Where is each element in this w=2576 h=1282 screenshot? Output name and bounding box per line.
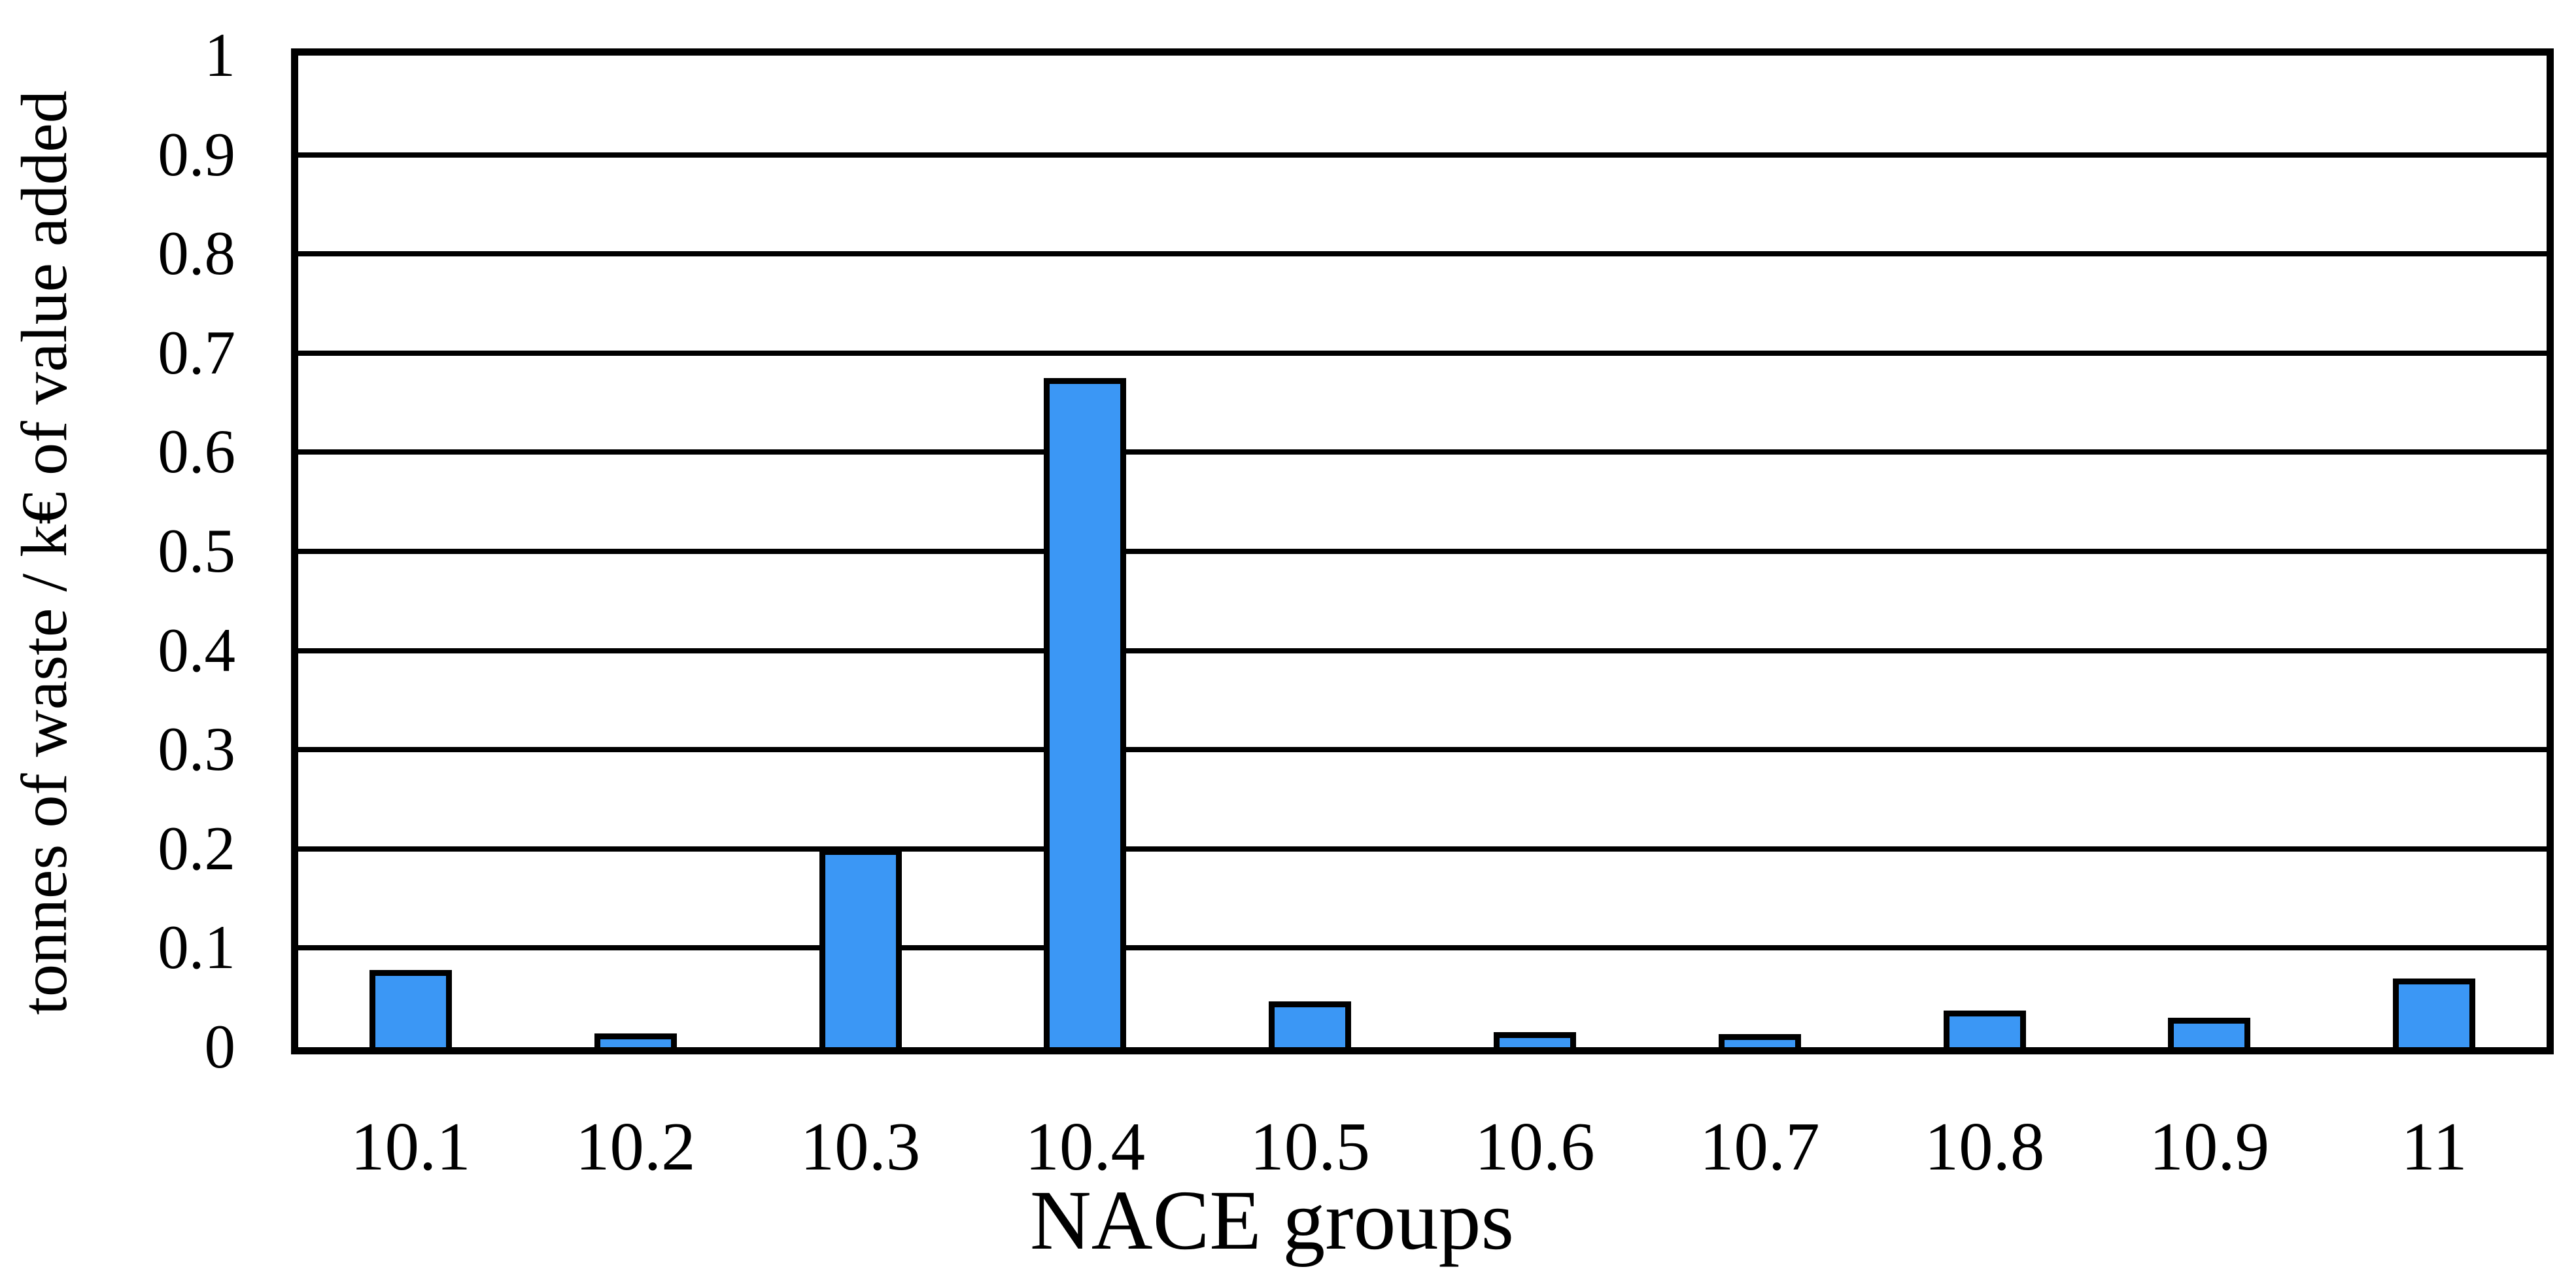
- x-tick-label-10.1: 10.1: [351, 1108, 471, 1185]
- x-tick-label-10.9: 10.9: [2149, 1108, 2270, 1185]
- x-tick-label-10.2: 10.2: [575, 1108, 696, 1185]
- y-tick-label-0.7: 0.7: [158, 317, 235, 387]
- bar-10.2: [594, 1033, 677, 1047]
- y-tick-label-0.1: 0.1: [158, 912, 235, 982]
- x-tick-label-10.3: 10.3: [800, 1108, 921, 1185]
- bar-10.1: [369, 970, 452, 1047]
- x-tick-label-10.6: 10.6: [1475, 1108, 1595, 1185]
- gridline-y-0.9: [298, 152, 2547, 158]
- bar-10.9: [2168, 1018, 2251, 1047]
- gridline-y-0.7: [298, 350, 2547, 356]
- x-tick-label-10.7: 10.7: [1699, 1108, 1820, 1185]
- gridline-y-0.2: [298, 846, 2547, 852]
- y-tick-label-0.5: 0.5: [158, 516, 235, 585]
- y-tick-label-0.3: 0.3: [158, 714, 235, 784]
- x-tick-label-10.5: 10.5: [1250, 1108, 1370, 1185]
- gridline-y-0.8: [298, 251, 2547, 257]
- bar-10.4: [1044, 378, 1127, 1047]
- y-tick-label-0.8: 0.8: [158, 218, 235, 288]
- y-tick-label-0: 0: [204, 1012, 236, 1081]
- x-axis-title: NACE groups: [1029, 1173, 1515, 1268]
- y-tick-label-0.2: 0.2: [158, 813, 235, 883]
- y-tick-label-0.9: 0.9: [158, 119, 235, 189]
- bar-10.8: [1943, 1011, 2026, 1047]
- bar-10.6: [1493, 1032, 1576, 1047]
- gridline-y-0.3: [298, 747, 2547, 753]
- bar-10.5: [1269, 1001, 1352, 1047]
- x-tick-label-10.8: 10.8: [1924, 1108, 2045, 1185]
- bar-11: [2393, 979, 2476, 1047]
- y-tick-label-0.6: 0.6: [158, 417, 235, 487]
- gridline-y-0.5: [298, 549, 2547, 554]
- y-tick-label-0.4: 0.4: [158, 615, 235, 685]
- x-tick-label-10.4: 10.4: [1025, 1108, 1146, 1185]
- gridline-y-0.6: [298, 449, 2547, 455]
- x-tick-label-11: 11: [2401, 1108, 2467, 1185]
- gridline-y-0.4: [298, 648, 2547, 653]
- gridline-y-0.1: [298, 945, 2547, 951]
- plot-area: [291, 48, 2554, 1054]
- bar-10.3: [819, 849, 902, 1047]
- y-tick-label-1: 1: [204, 20, 236, 90]
- bar-10.7: [1718, 1034, 1801, 1047]
